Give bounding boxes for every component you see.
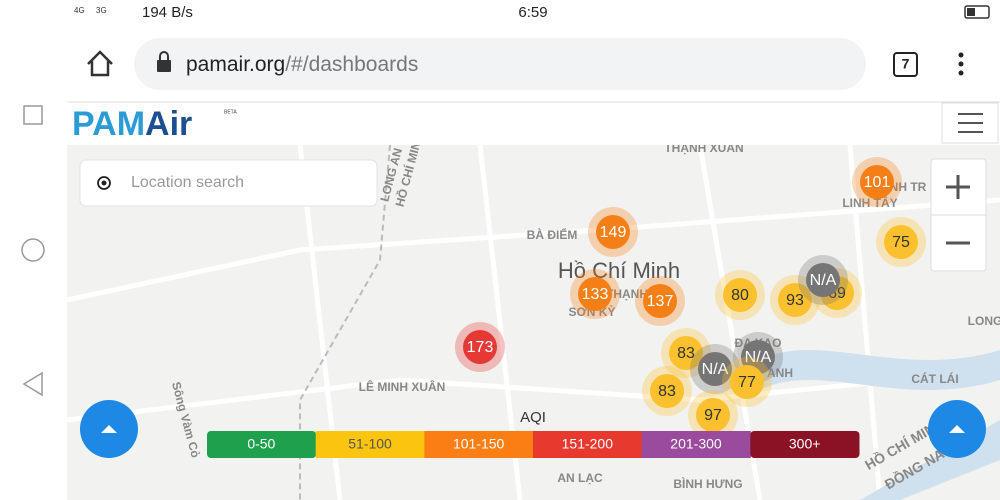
marker-label: 77 <box>738 374 756 391</box>
aqi-marker <box>806 263 840 297</box>
home-button[interactable] <box>21 238 45 262</box>
map-label: Hồ Chí Minh <box>558 258 680 283</box>
aqi-marker <box>578 277 612 311</box>
marker-label: N/A <box>745 349 772 366</box>
aqi-marker <box>723 278 757 312</box>
legend-swatch <box>750 431 860 458</box>
river <box>760 350 1000 390</box>
map-label: NH TR <box>890 180 927 194</box>
network-speed: 194 B/s <box>142 4 193 21</box>
marker-label: 75 <box>892 234 910 251</box>
url-path: /#/dashboards <box>285 53 418 76</box>
aqi-marker <box>884 225 918 259</box>
signal-label: 4G <box>74 6 85 15</box>
map-label: THẠNH <box>606 287 648 301</box>
aqi-marker <box>696 398 730 432</box>
locate-icon <box>101 180 107 186</box>
marker-label: 80 <box>731 287 749 304</box>
marker-label: N/A <box>702 361 729 378</box>
legend-label: 201-300 <box>670 436 722 452</box>
map-label: LONG <box>968 314 1000 328</box>
legend-label: 51-100 <box>348 436 392 452</box>
recent-apps-button[interactable] <box>23 105 43 125</box>
clock: 6:59 <box>518 4 547 21</box>
marker-label: 83 <box>677 345 695 362</box>
aqi-marker <box>463 330 497 364</box>
legend-swatch <box>424 431 534 458</box>
aqi-marker <box>698 352 732 386</box>
logo: PAMAir <box>72 105 192 143</box>
marker-label: 83 <box>658 383 676 400</box>
legend-label: 300+ <box>789 436 821 452</box>
marker-label: 149 <box>600 224 627 241</box>
status-bar <box>67 0 1000 28</box>
map-label: AN LẠC <box>557 471 603 485</box>
aqi-marker <box>596 215 630 249</box>
search-box[interactable] <box>79 159 378 207</box>
locate-icon[interactable] <box>97 176 111 190</box>
arrow-icon <box>949 425 965 433</box>
lock-icon <box>159 51 169 60</box>
legend-swatch <box>207 431 317 458</box>
legend-label: 151-200 <box>562 436 614 452</box>
marker-label: 173 <box>467 339 494 356</box>
hamburger-icon <box>958 113 983 133</box>
legend-label: 0-50 <box>247 436 275 452</box>
signal-label: 3G <box>96 6 107 15</box>
aqi-marker <box>778 283 812 317</box>
marker-label: 101 <box>864 174 891 191</box>
map-label: BÀ ĐIỂM <box>527 227 578 242</box>
aqi-marker <box>730 365 764 399</box>
logo-pam: PAM <box>72 105 145 143</box>
menu-icon[interactable] <box>958 52 964 76</box>
home-icon[interactable] <box>87 50 113 77</box>
tab-count: 7 <box>902 56 910 72</box>
map-label: BÌNH HƯNG <box>673 476 742 491</box>
beta-badge: BETA <box>224 109 237 115</box>
back-button[interactable] <box>22 371 43 397</box>
map-label: CÁT LÁI <box>911 371 958 386</box>
logo-air: Air <box>145 105 192 143</box>
zoom-in[interactable] <box>946 175 970 199</box>
map-label: ANH <box>767 366 793 380</box>
url: pamair.org/#/dashboards <box>186 53 418 76</box>
battery <box>964 5 990 19</box>
marker-label: N/A <box>810 272 837 289</box>
aqi-marker <box>643 284 677 318</box>
map-label: LÊ MINH XUÂN <box>359 379 446 394</box>
legend-swatch <box>315 431 425 458</box>
app-header <box>67 102 1000 145</box>
battery-level <box>967 8 975 16</box>
aqi-marker <box>669 336 703 370</box>
arrow-icon <box>101 425 117 433</box>
marker-label: 93 <box>786 292 804 309</box>
legend-swatch <box>641 431 751 458</box>
marker-label: 97 <box>704 407 722 424</box>
tab-switcher[interactable] <box>893 52 918 77</box>
aqi-marker <box>650 374 684 408</box>
marker-label: 137 <box>647 293 674 310</box>
search-placeholder: Location search <box>131 174 244 191</box>
legend-title: AQI <box>520 409 546 426</box>
lock-icon <box>157 60 171 72</box>
url-host: pamair.org <box>186 53 285 76</box>
legend-swatch <box>533 431 643 458</box>
map-label: LINH TÂY <box>842 195 897 210</box>
marker-label: 133 <box>582 286 609 303</box>
aqi-marker <box>860 165 894 199</box>
legend-label: 101-150 <box>453 436 505 452</box>
address-bar[interactable] <box>134 38 866 90</box>
